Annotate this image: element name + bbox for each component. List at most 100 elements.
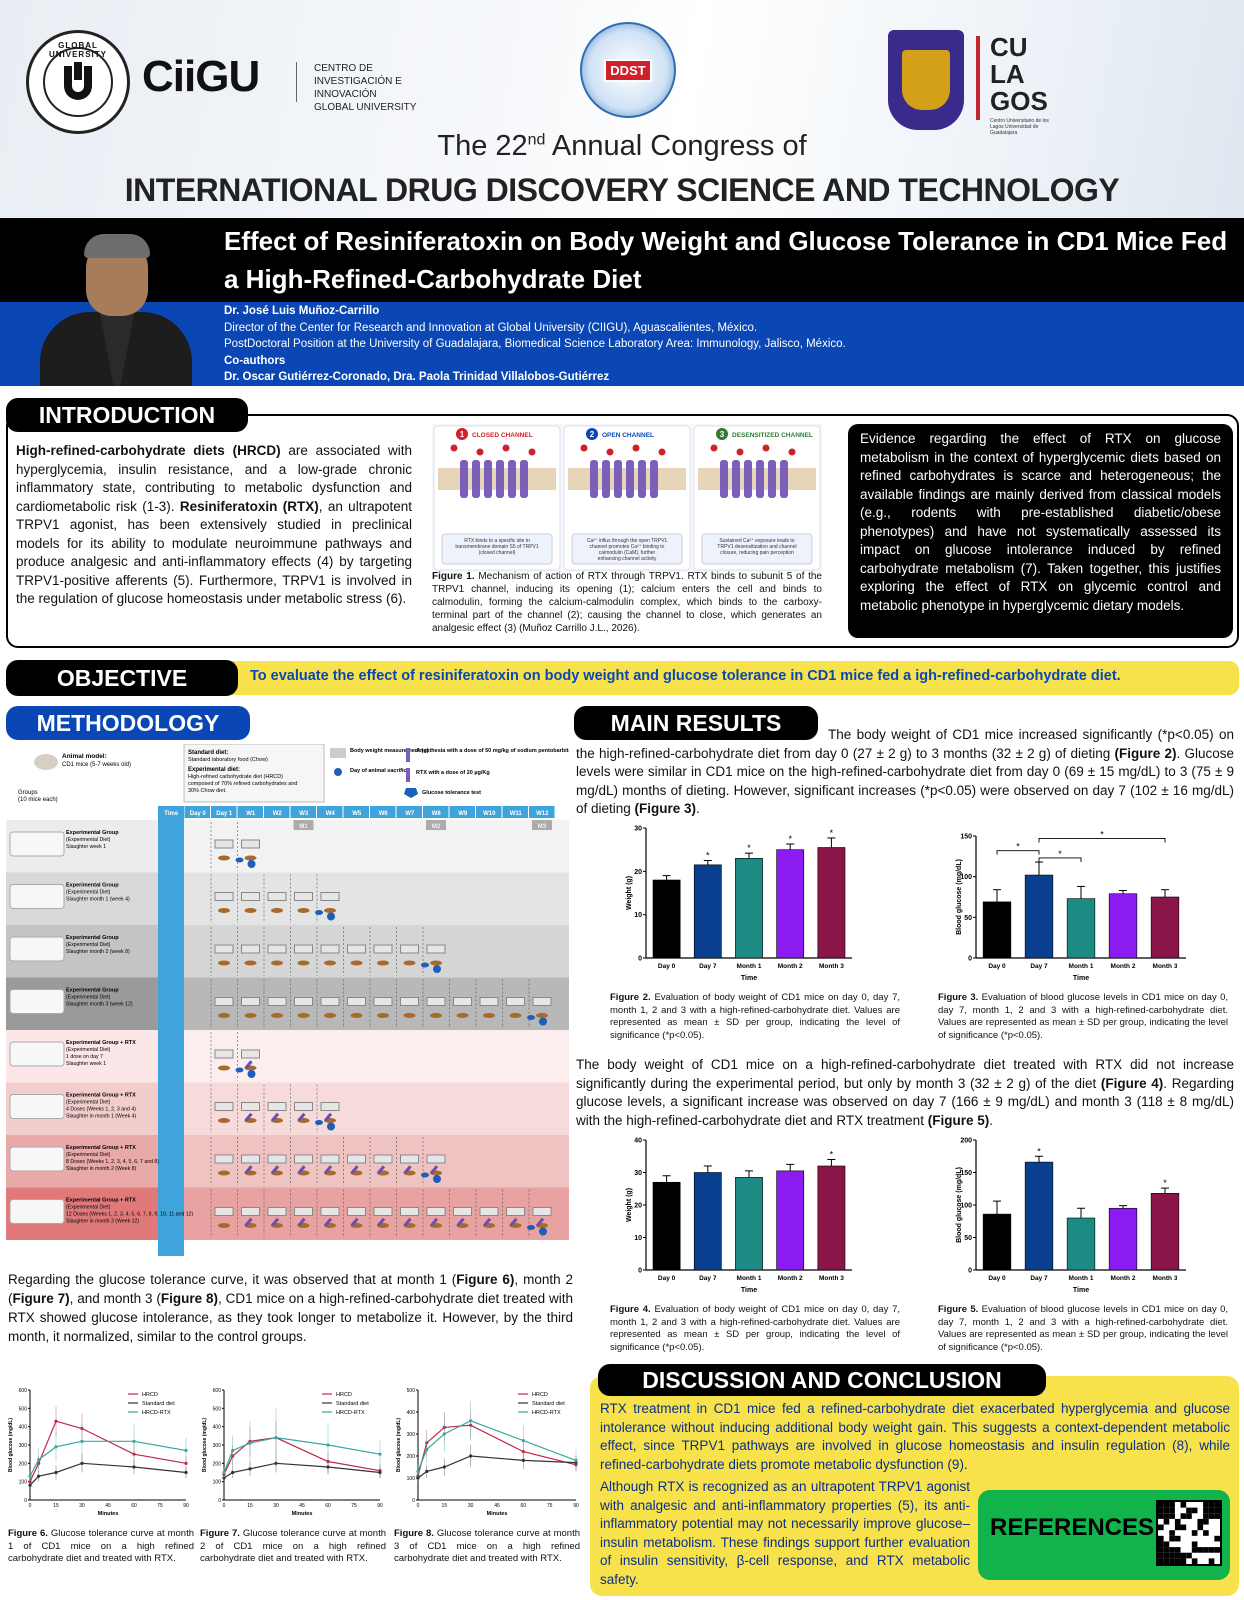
y-tick-label: 50 <box>964 1235 972 1242</box>
std-diet-sub: Standard laboratory food (Chow) <box>188 757 268 763</box>
congress-edition: The 22nd Annual Congress of <box>0 130 1244 163</box>
qr-module <box>1169 1513 1175 1519</box>
discussion-paragraph-2: Although RTX is recognized as an ultrapo… <box>600 1479 970 1587</box>
exp-diet-line: composed of 70% refined carbohydrates an… <box>188 781 297 787</box>
weight-cage-icon <box>400 1207 419 1216</box>
legend-label: Standard diet <box>532 1401 565 1407</box>
group-line-2: 8 Doses (Weeks 1, 2, 3, 4, 5, 6, 7 and 8… <box>66 1159 159 1165</box>
weight-cage-icon <box>426 1154 446 1164</box>
timeline-header-label: W2 <box>273 811 283 817</box>
x-tick-label: Month 1 <box>737 1275 762 1282</box>
food-pellet-icon <box>297 908 310 913</box>
food-pellet-icon <box>244 1013 257 1018</box>
weight-cage-icon <box>241 839 260 849</box>
title-band <box>0 218 1244 302</box>
data-point <box>469 1419 473 1423</box>
introduction-heading: INTRODUCTION <box>6 398 248 432</box>
culagos-logo: CU LA GOS <box>990 34 1048 115</box>
results-part: . Regarding glucose levels, a significan… <box>576 1075 1234 1128</box>
data-point <box>231 1470 235 1475</box>
gu-monogram-icon <box>43 47 113 117</box>
weight-cage-icon <box>506 1207 525 1216</box>
data-point <box>184 1461 188 1465</box>
figure-7-caption: Figure 7. Glucose tolerance curve at mon… <box>200 1528 386 1566</box>
fig4-label: Figure 4. <box>610 1304 651 1315</box>
series-line <box>223 1462 381 1479</box>
food-pellet-icon <box>430 1013 442 1018</box>
fig2-label: Figure 2. <box>610 992 651 1003</box>
qr-module <box>1163 1502 1170 1508</box>
food-pellet-icon <box>483 1013 495 1018</box>
timeline-header-label: W10 <box>483 811 496 817</box>
qr-module <box>1197 1547 1204 1553</box>
gtt-part: , and month 3 ( <box>69 1291 161 1306</box>
fig8-label: Figure 8. <box>394 1528 434 1539</box>
fig1-transmembrane-helix <box>520 460 528 498</box>
series-line <box>223 1437 381 1475</box>
figure-5-chart: 0 50 100 150 200 Blood glucose (mg/dL) Day 0 * D… <box>956 1138 1186 1294</box>
qr-module <box>1197 1524 1204 1531</box>
figure-8-chart: 0 100 200 300 400 500 0 15 30 45 60 75 90 Minutes Bloo… <box>396 1388 579 1517</box>
fig1-panel-title: DESENSITIZED CHANNEL <box>732 432 813 439</box>
culagos-line: GOS <box>990 86 1048 116</box>
legend-label: Standard diet <box>336 1401 369 1407</box>
mouse-cage-icon <box>9 884 65 909</box>
qr-module <box>1158 1502 1164 1508</box>
fig1-ca-ion-icon <box>476 448 484 456</box>
x-tick-label: Day 7 <box>699 1275 717 1282</box>
rtx-syringe-icon <box>297 1217 306 1227</box>
legend-label: HRCD <box>532 1392 548 1398</box>
evidence-box: Evidence regarding the effect of RTX on … <box>848 424 1233 638</box>
x-tick-label: Month 3 <box>819 1275 844 1282</box>
qr-module <box>1214 1502 1220 1508</box>
references-qr-code-icon[interactable] <box>1156 1500 1222 1566</box>
legend-label: HRCD-RTX <box>142 1410 171 1416</box>
data-point <box>378 1452 382 1456</box>
group-line-1: (Experimental Diet) <box>66 995 111 1001</box>
x-tick-label: 0 <box>223 1503 226 1509</box>
rtx-term: Resiniferatoxin (RTX) <box>179 498 319 514</box>
weight-cage-icon <box>294 1154 313 1164</box>
qr-module <box>1186 1552 1192 1559</box>
legend-anesthesia: Anesthesia with a dose of 50 mg/kg of so… <box>416 748 569 754</box>
weight-cage-icon <box>506 997 525 1006</box>
weight-cage-icon <box>267 892 287 901</box>
qr-module <box>1163 1541 1170 1548</box>
qr-module <box>1174 1518 1181 1525</box>
qr-module <box>1174 1552 1181 1559</box>
qr-module <box>1186 1507 1192 1514</box>
x-axis-title: Minutes <box>292 1511 313 1517</box>
gtt-part: , CD1 mice on a high-refined-carbohydrat… <box>8 1291 574 1344</box>
group-line-2: Slaughter month 1 (week 4) <box>66 897 130 903</box>
weight-cage-icon <box>214 892 234 901</box>
fig4-ref: (Figure 4) <box>1100 1075 1164 1091</box>
udg-shield-logo <box>888 30 964 130</box>
series-line <box>223 1437 381 1473</box>
rtx-syringe-icon <box>377 1217 386 1227</box>
fig1-ca-ion-icon <box>632 444 640 452</box>
scale-icon <box>330 748 346 758</box>
food-pellet-icon <box>297 1013 310 1018</box>
timeline-header-cell <box>476 806 502 818</box>
y-tick-label: 200 <box>960 1138 972 1145</box>
weight-cage-icon <box>267 944 287 954</box>
figure-6-caption: Figure 6. Glucose tolerance curve at mon… <box>8 1528 194 1566</box>
fig7-label: Figure 7. <box>200 1528 240 1539</box>
fig1-note-line: closure, reducing pain perception <box>720 550 794 556</box>
rtx-syringe-icon <box>324 1112 333 1122</box>
weight-cage-icon <box>320 892 340 901</box>
qr-module <box>1180 1524 1187 1531</box>
fig1-note-line: (closed channel) <box>479 550 516 556</box>
fig1-transmembrane-helix <box>720 460 728 498</box>
weight-cage-icon <box>347 944 366 954</box>
x-tick-label: 30 <box>79 1503 85 1509</box>
weight-cage-icon <box>241 1154 260 1164</box>
rtx-syringe-icon <box>271 1217 280 1227</box>
qr-module <box>1208 1502 1215 1508</box>
references-label[interactable]: REFERENCES <box>990 1514 1155 1541</box>
data-point <box>54 1419 58 1423</box>
sacrifice-icon <box>327 1122 335 1131</box>
weight-cage-icon <box>400 1154 419 1164</box>
figure-7-chart: 0 100 200 300 400 500 600 0 15 30 45 60 75 90 Minutes B… <box>202 1388 383 1517</box>
bar <box>1108 1207 1138 1271</box>
